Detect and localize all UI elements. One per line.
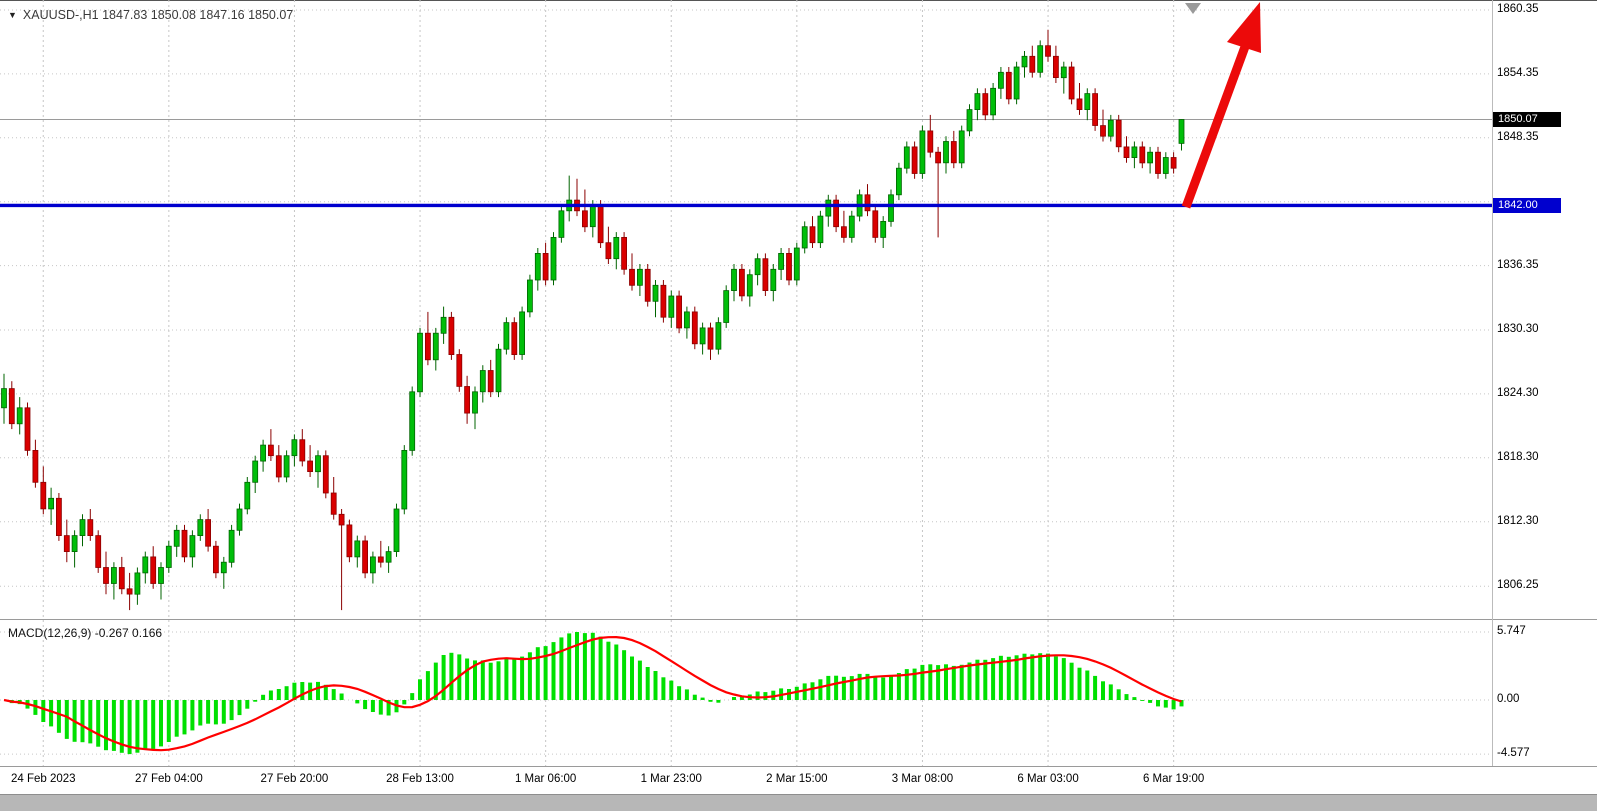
macd-indicator-readout: MACD(12,26,9) -0.267 0.166 — [8, 626, 163, 640]
chart-shift-marker-icon — [1185, 3, 1201, 14]
macd-signal-line — [3, 635, 1182, 752]
price-axis-label: 1860.35 — [1497, 3, 1539, 15]
panel-separator-top[interactable] — [0, 619, 1597, 620]
candlestick-series — [1, 29, 1185, 611]
price-axis-separator — [1492, 0, 1493, 766]
time-axis-label: 1 Mar 06:00 — [514, 773, 577, 785]
time-axis-label: 3 Mar 08:00 — [891, 773, 954, 785]
macd-histogram — [9, 632, 1184, 755]
symbol-ohlc-readout: XAUUSD-,H1 1847.83 1850.08 1847.16 1850.… — [22, 8, 294, 22]
price-axis-label: 1806.25 — [1497, 579, 1539, 592]
window-top-edge — [0, 0, 1597, 1]
grid — [0, 0, 1492, 619]
price-axis-label: 1818.30 — [1497, 450, 1539, 463]
macd-scale-top: 5.747 — [1497, 625, 1526, 637]
time-axis-label: 27 Feb 20:00 — [260, 773, 329, 785]
main-chart-area[interactable] — [0, 0, 1492, 619]
price-axis-label: 1830.30 — [1497, 323, 1539, 336]
price-axis-label: 1824.30 — [1497, 386, 1539, 399]
price-axis-label: 1848.35 — [1497, 130, 1539, 143]
price-axis-label: 1812.30 — [1497, 514, 1539, 527]
time-axis-label: 27 Feb 04:00 — [134, 773, 203, 785]
macd-scale-bottom: -4.577 — [1497, 747, 1530, 760]
time-axis-label: 6 Mar 03:00 — [1017, 773, 1079, 785]
current-price-badge: 1850.07 — [1493, 111, 1561, 127]
time-axis[interactable]: 24 Feb 2023 27 Feb 04:00 27 Feb 20:00 28 Fe… — [0, 767, 1492, 793]
window-bottom-strip — [0, 794, 1597, 811]
macd-scale-zero: 0.00 — [1497, 693, 1520, 705]
time-axis-label: 1 Mar 23:00 — [640, 773, 702, 785]
price-axis[interactable]: 1850.07 1842.00 5.747 0.00 -4.577 1860.3… — [1492, 0, 1597, 766]
price-axis-label: 1854.35 — [1497, 66, 1539, 79]
macd-grid — [0, 620, 1492, 766]
time-axis-label: 2 Mar 15:00 — [766, 773, 828, 785]
price-axis-label: 1836.35 — [1497, 258, 1539, 271]
hline-price-badge: 1842.00 — [1493, 197, 1561, 213]
trend-arrow-annotation[interactable] — [1181, 2, 1261, 209]
panel-separator-bottom[interactable] — [0, 766, 1597, 767]
time-axis-label: 28 Feb 13:00 — [386, 773, 454, 785]
symbol-dropdown-icon[interactable]: ▼ — [8, 10, 17, 20]
time-axis-label: 6 Mar 19:00 — [1142, 773, 1205, 785]
time-axis-label: 24 Feb 2023 — [10, 773, 76, 785]
macd-panel[interactable] — [0, 620, 1492, 766]
chart-title-bar: ▼ XAUUSD-,H1 1847.83 1850.08 1847.16 185… — [8, 8, 293, 22]
